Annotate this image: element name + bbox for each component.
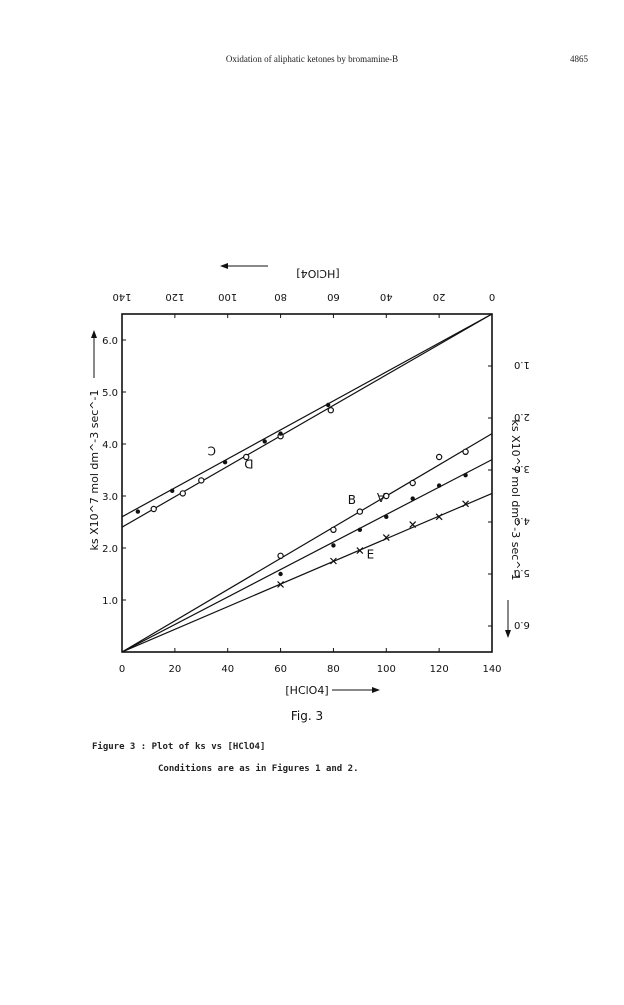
right-axis-arrowhead	[505, 630, 511, 638]
data-point-E	[330, 557, 337, 565]
series-line-E	[121, 492, 493, 653]
top-x-tick-label: 80	[274, 291, 287, 302]
data-point-A	[463, 473, 468, 478]
series-label-E: E	[367, 547, 375, 561]
data-point-B	[383, 492, 390, 500]
series-label-D: D	[244, 456, 253, 470]
y-axis-label: ks X10^7 mol dm^-3 sec^-1	[88, 390, 101, 551]
data-point-C	[325, 402, 331, 408]
plot-frame	[121, 313, 493, 653]
axis-labels: [HClO4] [HClO4] ks X10^7 mol dm^-3 sec^-1 k…	[88, 263, 522, 723]
y-tick-label: 4.0	[102, 440, 118, 451]
series-label-C: C	[208, 443, 216, 457]
top-x-tick-label: 40	[380, 291, 393, 302]
data-point-B	[356, 508, 364, 515]
figure-caption: Figure 3 : Plot of ks vs [HClO4]	[92, 742, 266, 752]
right-y-tick-label: 3.0	[514, 463, 530, 474]
data-point-A	[278, 571, 283, 577]
right-y-tick-label: 4.0	[514, 515, 530, 526]
plot-border	[121, 313, 493, 653]
data-point-C	[262, 439, 267, 444]
figure-label: Fig. 3	[291, 709, 323, 723]
data-point-E	[409, 521, 417, 529]
right-y-tick-label: 5.0	[514, 567, 530, 578]
x-axis-arrowhead	[372, 687, 380, 693]
data-point-A	[410, 496, 415, 501]
data-point-D	[150, 505, 157, 513]
data-point-B	[409, 479, 416, 487]
top-x-tick-label: 120	[165, 291, 184, 302]
data-point-E	[277, 580, 284, 588]
top-axis-arrowhead	[220, 263, 228, 269]
x-tick-label: 80	[327, 664, 340, 675]
data-point-C	[278, 431, 283, 436]
top-x-tick-label: 140	[112, 291, 131, 302]
top-x-tick-label: 20	[433, 291, 446, 302]
data-point-D	[198, 477, 205, 484]
data-point-D	[327, 407, 334, 414]
data-point-C	[170, 488, 175, 493]
top-x-tick-label: 0	[489, 291, 495, 302]
series-label-B: B	[348, 493, 356, 507]
page-number: 4865	[570, 54, 588, 64]
x-tick-label: 0	[119, 664, 125, 675]
x-tick-label: 40	[221, 664, 234, 675]
right-axis-label: ks X10^7 mol dm^-3 sec^-1	[509, 420, 522, 581]
axes: 0 20 40 60 80 100 120 140 1.0 2.0 3.0 4.0 5.0 6.0 140 1…	[102, 291, 530, 675]
y-tick-label: 2.0	[102, 544, 118, 555]
top-x-tick-label: 60	[327, 291, 340, 302]
data-point-C	[222, 460, 228, 465]
data-point-E	[356, 547, 364, 555]
series-line-C	[121, 313, 493, 518]
figure-conditions: Conditions are as in Figures 1 and 2.	[158, 764, 359, 774]
data-point-B	[277, 552, 284, 560]
series-group: D C B A E	[121, 313, 493, 653]
y-tick-label: 3.0	[102, 492, 118, 503]
data-point-D	[179, 490, 186, 497]
x-tick-label: 20	[168, 664, 181, 675]
y-axis-arrowhead	[91, 330, 97, 338]
series-line-B	[121, 433, 493, 653]
data-point-A	[436, 483, 442, 488]
data-point-C	[135, 509, 141, 514]
data-point-E	[462, 500, 469, 508]
data-point-B	[330, 526, 337, 534]
y-tick-label: 1.0	[102, 596, 118, 607]
data-point-A	[331, 543, 336, 548]
data-point-E	[435, 513, 443, 521]
x-axis-label: [HClO4]	[285, 684, 328, 697]
data-point-B	[435, 453, 443, 461]
y-tick-label: 5.0	[102, 388, 118, 399]
x-tick-label: 60	[274, 664, 287, 675]
series-line-A	[121, 459, 493, 653]
data-point-B	[462, 448, 469, 455]
data-point-D	[243, 453, 250, 461]
data-point-A	[357, 527, 363, 532]
x-tick-label: 120	[430, 664, 449, 675]
x-tick-label: 140	[482, 664, 501, 675]
right-y-tick-label: 2.0	[514, 411, 530, 422]
page-header: Oxidation of aliphatic ketones by bromam…	[0, 54, 624, 68]
top-x-tick-label: 100	[218, 291, 237, 302]
series-line-D	[121, 313, 493, 528]
top-axis-label: [HClO4]	[296, 267, 339, 280]
y-tick-label: 6.0	[102, 336, 118, 347]
right-y-tick-label: 1.0	[514, 359, 530, 370]
data-point-A	[384, 514, 389, 519]
x-tick-label: 100	[377, 664, 396, 675]
running-title: Oxidation of aliphatic ketones by bromam…	[225, 54, 399, 64]
series-label-A: A	[376, 490, 385, 504]
data-point-E	[382, 534, 390, 542]
right-y-tick-label: 6.0	[514, 619, 530, 630]
